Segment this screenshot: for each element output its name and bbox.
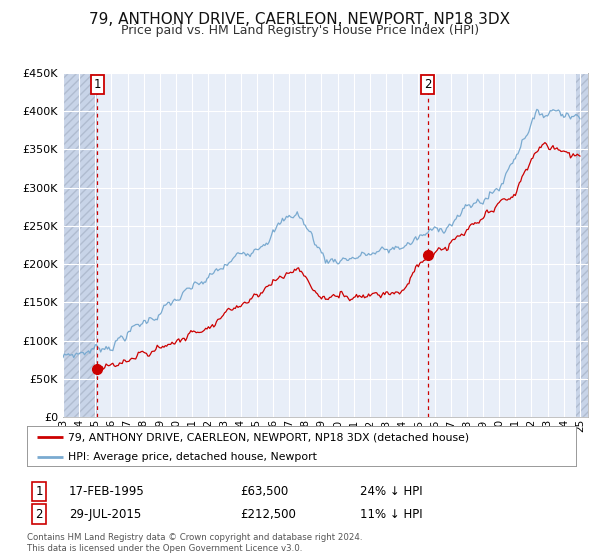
Text: 24% ↓ HPI: 24% ↓ HPI — [360, 485, 422, 498]
Text: 2: 2 — [424, 78, 431, 91]
Bar — [63, 73, 97, 417]
Text: Contains HM Land Registry data © Crown copyright and database right 2024.: Contains HM Land Registry data © Crown c… — [27, 533, 362, 542]
Text: 29-JUL-2015: 29-JUL-2015 — [69, 507, 141, 521]
Text: 79, ANTHONY DRIVE, CAERLEON, NEWPORT, NP18 3DX: 79, ANTHONY DRIVE, CAERLEON, NEWPORT, NP… — [89, 12, 511, 27]
Text: £212,500: £212,500 — [240, 507, 296, 521]
Text: £63,500: £63,500 — [240, 485, 288, 498]
Text: 11% ↓ HPI: 11% ↓ HPI — [360, 507, 422, 521]
Text: 17-FEB-1995: 17-FEB-1995 — [69, 485, 145, 498]
Text: This data is licensed under the Open Government Licence v3.0.: This data is licensed under the Open Gov… — [27, 544, 302, 553]
Text: 79, ANTHONY DRIVE, CAERLEON, NEWPORT, NP18 3DX (detached house): 79, ANTHONY DRIVE, CAERLEON, NEWPORT, NP… — [68, 432, 469, 442]
Text: 2: 2 — [35, 507, 43, 521]
Text: Price paid vs. HM Land Registry's House Price Index (HPI): Price paid vs. HM Land Registry's House … — [121, 24, 479, 37]
Bar — [576, 73, 588, 417]
Text: HPI: Average price, detached house, Newport: HPI: Average price, detached house, Newp… — [68, 452, 317, 462]
Text: 1: 1 — [35, 485, 43, 498]
Text: 1: 1 — [94, 78, 101, 91]
